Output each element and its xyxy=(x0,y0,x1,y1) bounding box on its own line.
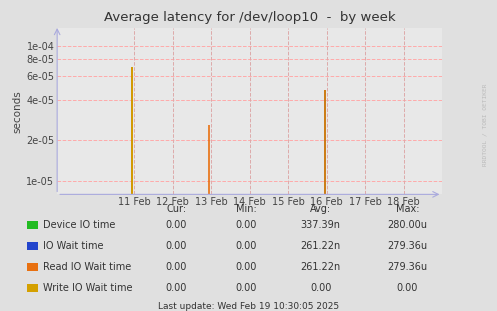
Text: Last update: Wed Feb 19 10:30:05 2025: Last update: Wed Feb 19 10:30:05 2025 xyxy=(158,302,339,311)
Text: 337.39n: 337.39n xyxy=(301,220,340,230)
Text: 0.00: 0.00 xyxy=(166,283,187,293)
Text: IO Wait time: IO Wait time xyxy=(43,241,104,251)
Text: 0.00: 0.00 xyxy=(235,283,257,293)
Text: 279.36u: 279.36u xyxy=(388,262,427,272)
Text: 0.00: 0.00 xyxy=(310,283,331,293)
Text: 0.00: 0.00 xyxy=(235,262,257,272)
Text: 0.00: 0.00 xyxy=(235,241,257,251)
Text: 0.00: 0.00 xyxy=(235,220,257,230)
Text: 0.00: 0.00 xyxy=(166,241,187,251)
Text: Max:: Max: xyxy=(396,204,419,214)
Text: Write IO Wait time: Write IO Wait time xyxy=(43,283,133,293)
Text: 280.00u: 280.00u xyxy=(388,220,427,230)
Text: 0.00: 0.00 xyxy=(397,283,418,293)
Y-axis label: seconds: seconds xyxy=(12,90,22,132)
Text: 0.00: 0.00 xyxy=(166,262,187,272)
Text: Min:: Min: xyxy=(236,204,256,214)
Text: Cur:: Cur: xyxy=(166,204,186,214)
Text: 279.36u: 279.36u xyxy=(388,241,427,251)
Text: Read IO Wait time: Read IO Wait time xyxy=(43,262,132,272)
Text: Avg:: Avg: xyxy=(310,204,331,214)
Text: RRDTOOL / TOBI OETIKER: RRDTOOL / TOBI OETIKER xyxy=(482,83,487,166)
Text: 261.22n: 261.22n xyxy=(301,241,340,251)
Title: Average latency for /dev/loop10  -  by week: Average latency for /dev/loop10 - by wee… xyxy=(104,11,396,24)
Text: 0.00: 0.00 xyxy=(166,220,187,230)
Text: 261.22n: 261.22n xyxy=(301,262,340,272)
Text: Device IO time: Device IO time xyxy=(43,220,116,230)
